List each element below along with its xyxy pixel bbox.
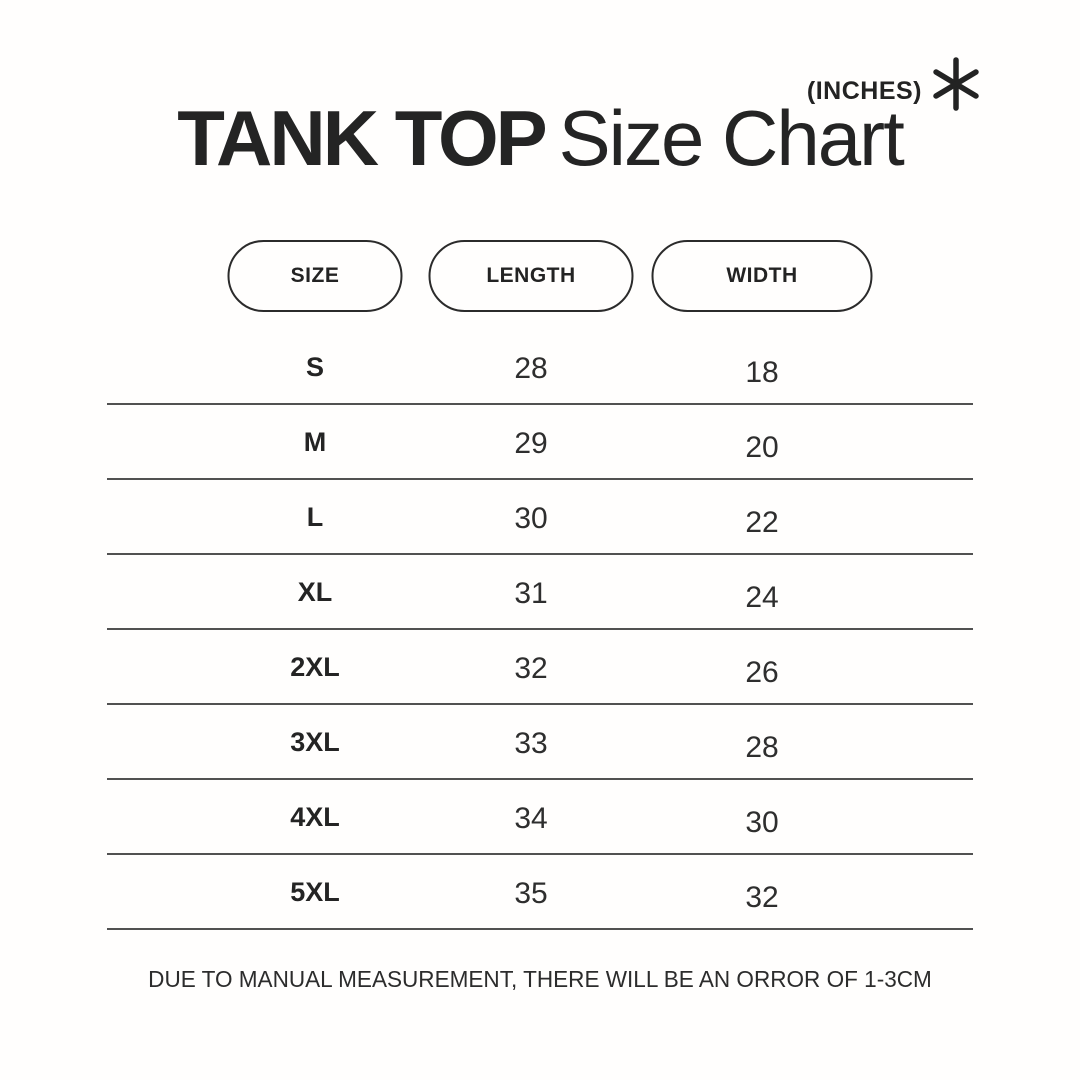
length-value: 32 xyxy=(514,652,548,685)
length-value: 30 xyxy=(514,502,548,535)
length-value: 33 xyxy=(514,727,548,760)
table-row: L 30 22 xyxy=(107,480,973,555)
size-label: L xyxy=(306,502,324,532)
width-value: 22 xyxy=(745,506,779,539)
width-value: 20 xyxy=(745,431,779,464)
column-headers: SIZE LENGTH WIDTH xyxy=(107,240,973,314)
measurement-disclaimer: DUE TO MANUAL MEASUREMENT, THERE WILL BE… xyxy=(148,966,932,992)
width-value: 30 xyxy=(745,806,779,839)
table-row: 2XL 32 26 xyxy=(107,630,973,705)
table-row: 5XL 35 32 xyxy=(107,855,973,930)
column-header-length: LENGTH xyxy=(428,240,634,312)
size-label: 5XL xyxy=(290,877,340,907)
column-header-width: WIDTH xyxy=(651,240,873,312)
size-label: M xyxy=(303,427,327,457)
size-label: XL xyxy=(297,577,333,607)
length-value: 31 xyxy=(514,577,548,610)
units-indicator: (INCHES) xyxy=(807,56,980,112)
size-label: 3XL xyxy=(290,727,340,757)
length-value: 34 xyxy=(514,802,548,835)
size-label: 2XL xyxy=(290,652,340,682)
table-row: 4XL 34 30 xyxy=(107,780,973,855)
page-title-suffix: Size Chart xyxy=(558,94,905,182)
table-row: 3XL 33 28 xyxy=(107,705,973,780)
units-label: (INCHES) xyxy=(806,76,922,105)
length-value: 28 xyxy=(514,352,548,385)
table-row: S 28 18 xyxy=(107,330,973,405)
table-row: M 29 20 xyxy=(107,405,973,480)
width-value: 18 xyxy=(745,356,779,389)
size-table: S 28 18 M 29 20 L 30 22 XL 31 24 2XL 32 … xyxy=(107,330,973,930)
width-value: 26 xyxy=(745,656,779,689)
width-value: 24 xyxy=(745,581,779,614)
page-title: TANK TOP Size Chart xyxy=(0,97,1080,180)
page-title-product: TANK TOP xyxy=(177,94,547,182)
width-value: 28 xyxy=(745,731,779,764)
size-label: 4XL xyxy=(290,802,340,832)
size-label: S xyxy=(305,352,325,382)
column-header-size: SIZE xyxy=(227,240,403,312)
asterisk-icon xyxy=(933,57,979,111)
width-value: 32 xyxy=(745,881,779,914)
length-value: 35 xyxy=(514,877,548,910)
table-row: XL 31 24 xyxy=(107,555,973,630)
length-value: 29 xyxy=(514,427,548,460)
